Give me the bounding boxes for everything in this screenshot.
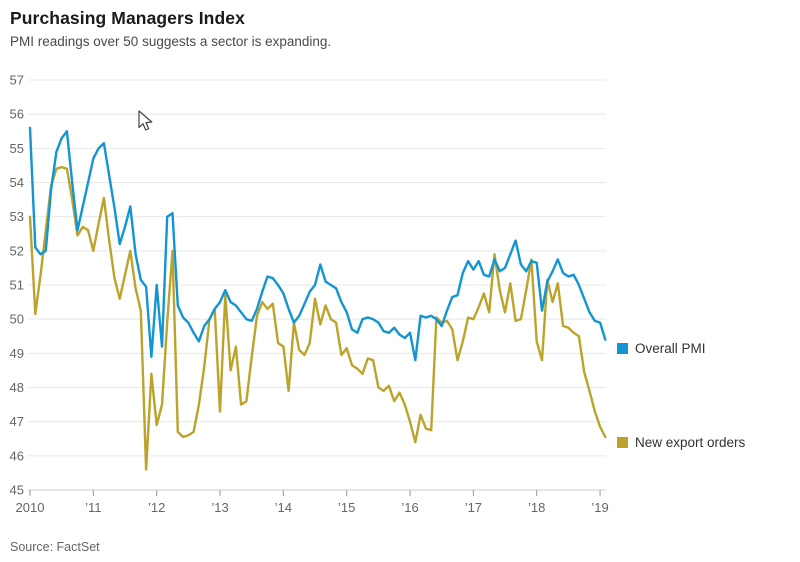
series-line-new-export-orders [28, 165, 607, 471]
y-axis-label: 52 [10, 243, 24, 258]
legend-item-new-export-orders: New export orders [617, 435, 745, 450]
x-axis-label: ’12 [148, 500, 165, 515]
y-axis-label: 46 [10, 448, 24, 463]
y-axis-label: 49 [10, 346, 24, 361]
y-axis-label: 55 [10, 141, 24, 156]
page-subtitle: PMI readings over 50 suggests a sector i… [10, 34, 332, 49]
legend-item-overall-pmi: Overall PMI [617, 341, 706, 356]
source-attribution: Source: FactSet [10, 540, 100, 554]
y-axis-label: 53 [10, 209, 24, 224]
overall-pmi-swatch-icon [617, 343, 628, 354]
y-axis-label: 57 [10, 73, 24, 88]
y-axis-label: 50 [10, 312, 24, 327]
x-axis-label: ’15 [338, 500, 355, 515]
x-axis-label: ’14 [275, 500, 292, 515]
x-axis-label: 2010 [16, 500, 45, 515]
x-axis-label: ’18 [528, 500, 545, 515]
page-title: Purchasing Managers Index [10, 8, 245, 28]
y-axis-label: 51 [10, 278, 24, 293]
legend-label: New export orders [635, 435, 746, 450]
y-axis-label: 47 [10, 414, 24, 429]
x-axis-label: ’11 [85, 500, 101, 515]
x-axis-label: ’13 [211, 500, 228, 515]
series-line-overall-pmi [28, 126, 607, 362]
mouse-cursor-icon [138, 110, 153, 131]
x-axis-label: ’19 [591, 500, 608, 515]
y-axis-label: 56 [10, 107, 24, 122]
y-axis-label: 45 [10, 483, 24, 498]
new-export-orders-swatch-icon [617, 437, 628, 448]
legend-label: Overall PMI [635, 341, 706, 356]
x-axis-label: ’17 [465, 500, 482, 515]
x-axis-label: ’16 [401, 500, 418, 515]
y-axis-label: 54 [10, 175, 24, 190]
y-axis-label: 48 [10, 380, 24, 395]
